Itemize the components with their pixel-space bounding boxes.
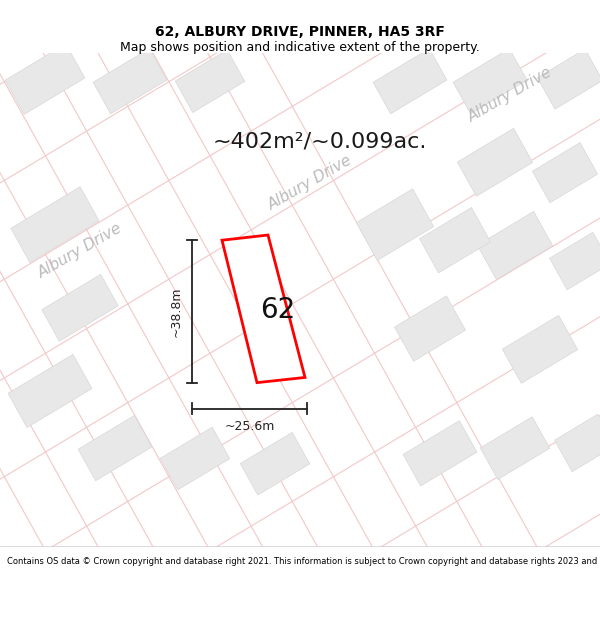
Text: ~38.8m: ~38.8m bbox=[170, 286, 182, 337]
Polygon shape bbox=[356, 189, 434, 261]
Polygon shape bbox=[78, 416, 152, 481]
Text: Albury Drive: Albury Drive bbox=[465, 64, 555, 125]
Polygon shape bbox=[8, 354, 92, 428]
Polygon shape bbox=[453, 49, 527, 114]
Polygon shape bbox=[175, 50, 245, 112]
Polygon shape bbox=[222, 235, 305, 382]
Text: 62, ALBURY DRIVE, PINNER, HA5 3RF: 62, ALBURY DRIVE, PINNER, HA5 3RF bbox=[155, 26, 445, 39]
Polygon shape bbox=[5, 44, 85, 114]
Polygon shape bbox=[373, 49, 447, 114]
Polygon shape bbox=[550, 232, 600, 290]
Text: ~402m²/~0.099ac.: ~402m²/~0.099ac. bbox=[213, 131, 427, 151]
Polygon shape bbox=[457, 128, 533, 196]
Polygon shape bbox=[538, 49, 600, 109]
Polygon shape bbox=[11, 187, 99, 262]
Polygon shape bbox=[93, 49, 167, 114]
Polygon shape bbox=[42, 274, 118, 341]
Polygon shape bbox=[480, 417, 550, 479]
Text: Albury Drive: Albury Drive bbox=[265, 153, 355, 213]
Text: ~25.6m: ~25.6m bbox=[224, 420, 275, 432]
Polygon shape bbox=[395, 296, 466, 361]
Polygon shape bbox=[160, 427, 230, 490]
Text: 62: 62 bbox=[260, 296, 296, 324]
Text: Albury Drive: Albury Drive bbox=[35, 221, 125, 281]
Polygon shape bbox=[478, 211, 553, 279]
Polygon shape bbox=[554, 414, 600, 472]
Text: Map shows position and indicative extent of the property.: Map shows position and indicative extent… bbox=[120, 41, 480, 54]
Polygon shape bbox=[532, 142, 598, 202]
Polygon shape bbox=[240, 432, 310, 495]
Polygon shape bbox=[419, 208, 490, 273]
Polygon shape bbox=[502, 316, 578, 383]
Polygon shape bbox=[403, 421, 477, 486]
Text: Contains OS data © Crown copyright and database right 2021. This information is : Contains OS data © Crown copyright and d… bbox=[7, 558, 600, 566]
